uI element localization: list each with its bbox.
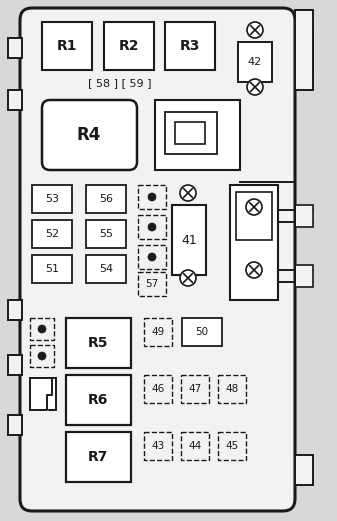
Text: 54: 54 bbox=[99, 264, 113, 274]
Text: 46: 46 bbox=[151, 384, 165, 394]
Bar bbox=[86, 255, 126, 283]
Circle shape bbox=[38, 352, 46, 360]
Text: R2: R2 bbox=[119, 39, 139, 53]
Bar bbox=[8, 355, 22, 375]
Circle shape bbox=[246, 262, 262, 278]
Text: 51: 51 bbox=[45, 264, 59, 274]
Bar bbox=[172, 205, 206, 275]
Text: 42: 42 bbox=[248, 57, 262, 67]
Bar bbox=[66, 318, 131, 368]
Text: 52: 52 bbox=[45, 229, 59, 239]
Circle shape bbox=[148, 223, 156, 231]
Bar bbox=[144, 318, 172, 346]
Bar bbox=[86, 185, 126, 213]
Bar bbox=[32, 220, 72, 248]
Bar bbox=[30, 378, 56, 410]
Bar bbox=[295, 265, 313, 287]
Text: 57: 57 bbox=[145, 279, 159, 289]
Text: R1: R1 bbox=[57, 39, 77, 53]
FancyBboxPatch shape bbox=[42, 100, 137, 170]
Bar bbox=[138, 245, 166, 269]
Bar bbox=[32, 185, 72, 213]
Text: 50: 50 bbox=[195, 327, 209, 337]
Circle shape bbox=[38, 325, 46, 333]
Text: R7: R7 bbox=[88, 450, 108, 464]
Bar bbox=[236, 192, 272, 240]
Bar bbox=[155, 100, 240, 170]
Bar bbox=[8, 38, 22, 58]
Text: R5: R5 bbox=[88, 336, 108, 350]
Bar bbox=[182, 318, 222, 346]
Circle shape bbox=[148, 193, 156, 201]
Text: 55: 55 bbox=[99, 229, 113, 239]
Bar bbox=[165, 112, 217, 154]
Bar bbox=[230, 185, 278, 300]
Circle shape bbox=[247, 22, 263, 38]
Bar bbox=[66, 375, 131, 425]
Bar bbox=[8, 415, 22, 435]
Bar bbox=[138, 272, 166, 296]
Bar bbox=[8, 300, 22, 320]
Bar bbox=[144, 432, 172, 460]
Circle shape bbox=[180, 270, 196, 286]
Bar bbox=[181, 432, 209, 460]
Text: R4: R4 bbox=[77, 126, 101, 144]
Circle shape bbox=[246, 199, 262, 215]
Circle shape bbox=[180, 185, 196, 201]
Bar bbox=[138, 185, 166, 209]
Polygon shape bbox=[30, 378, 52, 410]
FancyBboxPatch shape bbox=[20, 8, 295, 511]
Text: 49: 49 bbox=[151, 327, 165, 337]
Circle shape bbox=[247, 79, 263, 95]
Text: 41: 41 bbox=[181, 233, 197, 246]
Text: 44: 44 bbox=[188, 441, 202, 451]
Bar bbox=[218, 375, 246, 403]
Bar bbox=[144, 375, 172, 403]
Bar bbox=[238, 42, 272, 82]
Circle shape bbox=[148, 253, 156, 261]
Bar bbox=[295, 205, 313, 227]
Text: 48: 48 bbox=[225, 384, 239, 394]
Bar bbox=[295, 10, 313, 90]
Bar bbox=[30, 345, 54, 367]
Bar bbox=[66, 432, 131, 482]
Bar bbox=[42, 22, 92, 70]
Bar bbox=[104, 22, 154, 70]
Text: [ 58 ] [ 59 ]: [ 58 ] [ 59 ] bbox=[88, 78, 152, 88]
Text: 47: 47 bbox=[188, 384, 202, 394]
Bar bbox=[218, 432, 246, 460]
Text: 56: 56 bbox=[99, 194, 113, 204]
Text: R6: R6 bbox=[88, 393, 108, 407]
Bar bbox=[8, 90, 22, 110]
Bar bbox=[295, 30, 313, 75]
Bar bbox=[138, 215, 166, 239]
Text: 53: 53 bbox=[45, 194, 59, 204]
Bar bbox=[86, 220, 126, 248]
Bar bbox=[30, 318, 54, 340]
Bar bbox=[165, 22, 215, 70]
Bar bbox=[175, 122, 205, 144]
Bar bbox=[32, 255, 72, 283]
Bar bbox=[295, 455, 313, 485]
Bar bbox=[181, 375, 209, 403]
Text: 45: 45 bbox=[225, 441, 239, 451]
Text: 43: 43 bbox=[151, 441, 165, 451]
Text: R3: R3 bbox=[180, 39, 200, 53]
